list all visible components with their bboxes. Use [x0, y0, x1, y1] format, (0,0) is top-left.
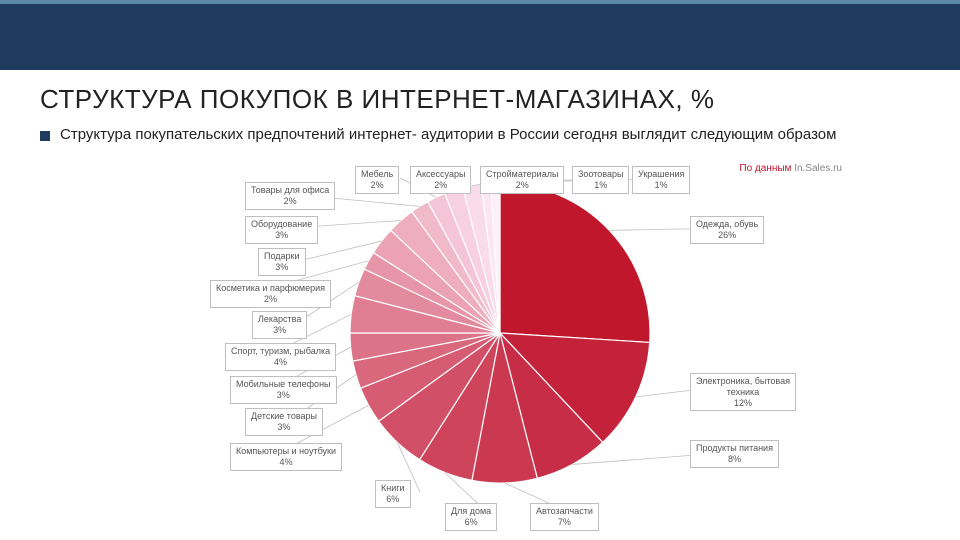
slice-label-value: 1%: [638, 180, 684, 191]
slice-label: Украшения1%: [632, 166, 690, 194]
slice-label: Автозапчасти7%: [530, 503, 599, 531]
pie-slice: [500, 183, 650, 342]
slice-label: Подарки3%: [258, 248, 306, 276]
slice-label-name: Косметика и парфюмерия: [216, 283, 325, 293]
slice-label-value: 2%: [251, 196, 329, 207]
slice-label-name: Спорт, туризм, рыбалка: [231, 346, 330, 356]
slice-label-name: Продукты питания: [696, 443, 773, 453]
slice-label: Лекарства3%: [252, 311, 307, 339]
slice-label-name: Аксессуары: [416, 169, 465, 179]
slice-label: Аксессуары2%: [410, 166, 471, 194]
slice-label-value: 1%: [578, 180, 623, 191]
slice-label-name: Детские товары: [251, 411, 317, 421]
slice-label: Детские товары3%: [245, 408, 323, 436]
slice-label-name: Компьютеры и ноутбуки: [236, 446, 336, 456]
slice-label-value: 3%: [251, 422, 317, 433]
slice-label-value: 2%: [361, 180, 393, 191]
slice-label-value: 7%: [536, 517, 593, 528]
slice-label-name: Лекарства: [258, 314, 301, 324]
slice-label-value: 2%: [416, 180, 465, 191]
slice-label-value: 3%: [251, 230, 312, 241]
description-text: Структура покупательских предпочтений ин…: [60, 125, 836, 145]
slice-label-value: 2%: [216, 294, 325, 305]
header-bar: [0, 0, 960, 70]
slice-label-name: Книги: [381, 483, 405, 493]
slice-label-name: Стройматериалы: [486, 169, 558, 179]
pie-chart: Одежда, обувь26% Электроника, бытоваятехн…: [200, 168, 800, 528]
slice-label-name: Мебель: [361, 169, 393, 179]
slice-label-value: 3%: [258, 325, 301, 336]
slice-label-value: 4%: [231, 357, 330, 368]
slice-label-name: Зоотовары: [578, 169, 623, 179]
slice-label: Книги6%: [375, 480, 411, 508]
slice-label: Продукты питания8%: [690, 440, 779, 468]
slice-label-name: Для дома: [451, 506, 491, 516]
slice-label-name: Подарки: [264, 251, 300, 261]
slice-label-value: 4%: [236, 457, 336, 468]
slice-label: Косметика и парфюмерия2%: [210, 280, 331, 308]
slice-label-value: 2%: [486, 180, 558, 191]
slice-label-value: 3%: [264, 262, 300, 273]
slice-label: Для дома6%: [445, 503, 497, 531]
description-row: Структура покупательских предпочтений ин…: [0, 121, 960, 145]
page-title: СТРУКТУРА ПОКУПОК В ИНТЕРНЕТ-МАГАЗИНАХ, …: [0, 70, 960, 121]
slice-label: Зоотовары1%: [572, 166, 629, 194]
source-name: In.Sales.ru: [794, 163, 842, 174]
slice-label: Одежда, обувь26%: [690, 216, 764, 244]
slice-label: Мобильные телефоны3%: [230, 376, 337, 404]
slice-label: Оборудование3%: [245, 216, 318, 244]
slice-label-name: Товары для офиса: [251, 185, 329, 195]
slice-label-value: 6%: [451, 517, 491, 528]
slice-label-name: Украшения: [638, 169, 684, 179]
slice-label-name: Оборудование: [251, 219, 312, 229]
slice-label-name: Автозапчасти: [536, 506, 593, 516]
slice-label: Компьютеры и ноутбуки4%: [230, 443, 342, 471]
leader-line: [303, 241, 381, 260]
slice-label-value: 12%: [696, 398, 790, 409]
slice-label-name: Мобильные телефоны: [236, 379, 331, 389]
slice-label: Стройматериалы2%: [480, 166, 564, 194]
slice-label: Спорт, туризм, рыбалка4%: [225, 343, 336, 371]
slice-label-name: Электроника, бытоваятехника: [696, 376, 790, 397]
slice-label: Мебель2%: [355, 166, 399, 194]
slice-label-name: Одежда, обувь: [696, 219, 758, 229]
bullet-icon: [40, 131, 50, 141]
slice-label-value: 6%: [381, 494, 405, 505]
slice-label-value: 26%: [696, 230, 758, 241]
slice-label-value: 3%: [236, 390, 331, 401]
slice-label: Товары для офиса2%: [245, 182, 335, 210]
slice-label: Электроника, бытоваятехника12%: [690, 373, 796, 411]
slice-label-value: 8%: [696, 454, 773, 465]
